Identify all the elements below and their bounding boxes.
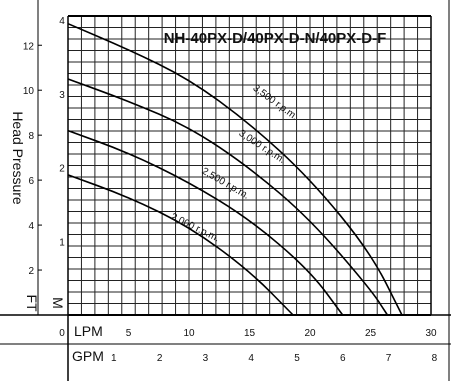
ft-tick-label: 8: [28, 131, 34, 142]
head-pressure-axis-label: Head Pressure: [10, 111, 26, 205]
ft-tick-labels: 2 4 6 8 10 12: [23, 41, 42, 277]
lpm-tick-label: 0: [59, 328, 65, 339]
curve-line: [67, 129, 344, 316]
lpm-tick-label: 30: [425, 328, 437, 339]
gpm-tick-label: 1: [111, 353, 117, 364]
ft-unit-label: FT: [24, 294, 40, 312]
curve-labels: 3,500 r.p.m.3,000 r.p.m.2,500 r.p.m.2,00…: [169, 83, 300, 245]
m-unit-label: M: [50, 297, 66, 309]
ft-tick-label: 6: [28, 176, 34, 187]
m-tick-label: 2: [59, 164, 65, 175]
curves: [67, 22, 403, 316]
gpm-tick-label: 2: [157, 353, 163, 364]
m-tick-label: 1: [59, 237, 65, 248]
gpm-unit-label: GPM: [72, 348, 104, 364]
m-tick-label: 3: [59, 90, 65, 101]
lpm-tick-label: 5: [126, 328, 132, 339]
gpm-tick-label: 7: [386, 353, 392, 364]
gpm-tick-labels: 1 2 3 4 5 6 7 8: [111, 353, 438, 364]
curve-series-label: 2,000 r.p.m.: [169, 211, 221, 244]
gpm-tick-label: 4: [248, 353, 254, 364]
gpm-tick-label: 6: [340, 353, 346, 364]
lpm-tick-label: 25: [365, 328, 377, 339]
curve-line: [67, 174, 294, 316]
curve-line: [67, 22, 403, 316]
curve-line: [67, 78, 389, 316]
lpm-tick-labels: 0 5 10 15 20 25 30: [59, 328, 437, 339]
gpm-tick-label: 8: [432, 353, 438, 364]
grid: [67, 15, 432, 316]
gpm-tick-label: 5: [294, 353, 300, 364]
lpm-tick-label: 20: [304, 328, 316, 339]
lpm-unit-label: LPM: [74, 323, 103, 339]
curve-series-label: 3,000 r.p.m.: [237, 128, 287, 166]
m-tick-label: 4: [59, 16, 65, 27]
ft-tick-label: 10: [23, 86, 35, 97]
chart-title: NH-40PX-D/40PX-D-N/40PX-D-F: [164, 30, 387, 47]
curve-series-label: 3,500 r.p.m.: [251, 83, 300, 123]
m-tick-labels: 1 2 3 4: [59, 16, 65, 248]
lpm-tick-label: 15: [244, 328, 256, 339]
lpm-tick-label: 10: [183, 328, 195, 339]
ft-tick-label: 2: [28, 266, 34, 277]
ft-tick-label: 12: [23, 41, 35, 52]
gpm-tick-label: 3: [203, 353, 209, 364]
ft-tick-label: 4: [28, 221, 34, 232]
